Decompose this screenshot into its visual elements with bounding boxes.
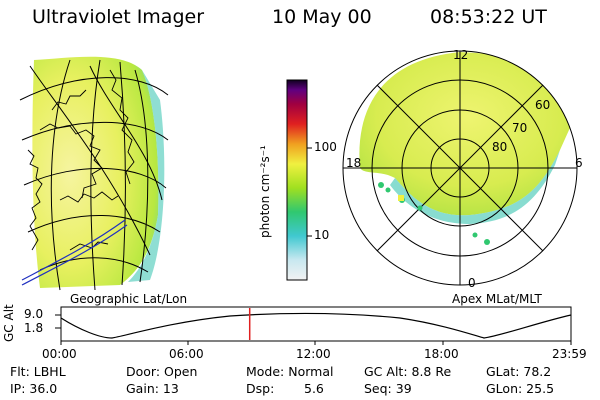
sequence-readout: Seq: 39 — [364, 381, 412, 396]
mlt-label-6: 6 — [575, 156, 583, 170]
polar-aurora-edge — [390, 150, 560, 224]
timeline-frame — [60, 306, 572, 342]
mlat-label-60: 60 — [535, 98, 551, 112]
ip-readout: IP: 36.0 — [10, 381, 58, 396]
geographic-latitude-readout: GLat: 78.2 — [486, 364, 552, 379]
colorbar-unit-label: photon cm⁻²s⁻¹ — [258, 145, 272, 238]
orbit-altitude-timeline — [55, 306, 572, 345]
door-readout: Door: Open — [126, 364, 198, 379]
timeline-ytick-max: 9.0 — [24, 307, 44, 321]
mlt-label-0: 0 — [468, 276, 476, 290]
time-label: 08:53:22 UT — [430, 6, 547, 28]
gain-readout: Gain: 13 — [126, 381, 179, 396]
timeline-xtick-0000: 00:00 — [42, 347, 77, 361]
apex-panel-label: Apex MLat/MLT — [452, 292, 542, 306]
polar-projection-panel — [342, 50, 578, 286]
timeline-ytick-min: 1.8 — [24, 321, 44, 335]
filter-readout: Flt: LBHL — [10, 364, 66, 379]
colorbar-label-10: 10 — [314, 228, 330, 242]
mlat-label-80: 80 — [492, 140, 508, 154]
altitude-curve — [60, 312, 572, 339]
dsp-value: 5.6 — [304, 381, 324, 396]
timeline-axis-title: GC Alt — [2, 304, 16, 342]
geographic-panel-label: Geographic Lat/Lon — [70, 292, 188, 306]
dsp-label: Dsp: — [246, 381, 275, 396]
geographic-longitude-readout: GLon: 25.5 — [486, 381, 555, 396]
timeline-xtick-2359: 23:59 — [552, 347, 587, 361]
colorbar — [286, 79, 308, 281]
gc-altitude-readout: GC Alt: 8.8 Re — [364, 364, 452, 379]
timeline-xtick-1200: 12:00 — [296, 347, 331, 361]
colorbar-label-100: 100 — [314, 140, 337, 154]
mlt-label-18: 18 — [346, 156, 362, 170]
geographic-projection-panel — [19, 56, 169, 291]
timeline-xtick-1800: 18:00 — [424, 347, 459, 361]
mlat-label-70: 70 — [512, 121, 528, 135]
timeline-xtick-0600: 06:00 — [169, 347, 204, 361]
mlt-label-12: 12 — [453, 48, 469, 62]
mode-readout: Mode: Normal — [246, 364, 334, 379]
date-label: 10 May 00 — [272, 6, 372, 28]
instrument-title: Ultraviolet Imager — [32, 6, 205, 28]
